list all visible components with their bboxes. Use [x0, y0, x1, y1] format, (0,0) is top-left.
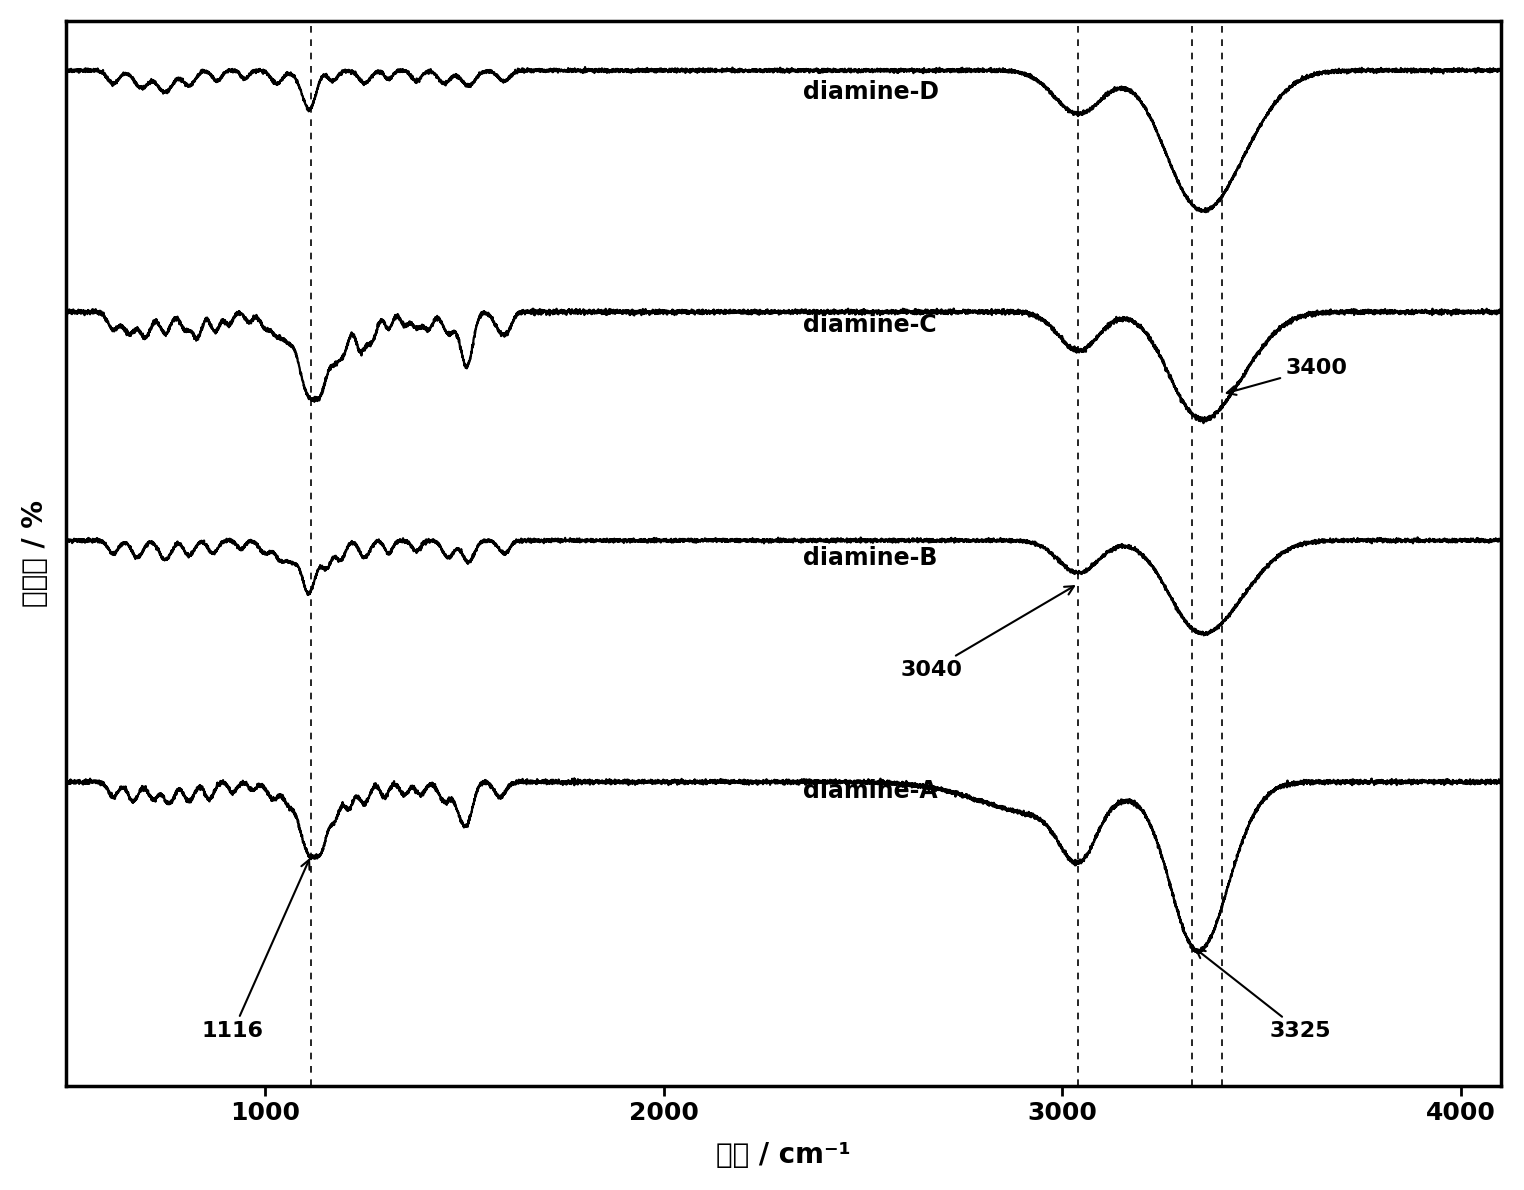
Text: diamine-B: diamine-B — [803, 546, 937, 570]
Text: 3325: 3325 — [1196, 950, 1332, 1041]
X-axis label: 波长 / cm⁻¹: 波长 / cm⁻¹ — [716, 1141, 850, 1169]
Text: 3400: 3400 — [1227, 358, 1347, 395]
Text: 1116: 1116 — [203, 860, 309, 1041]
Text: diamine-D: diamine-D — [803, 80, 939, 104]
Text: diamine-A: diamine-A — [803, 778, 937, 802]
Y-axis label: 透过率 / %: 透过率 / % — [21, 500, 49, 607]
Text: diamine-C: diamine-C — [803, 313, 937, 337]
Text: 3040: 3040 — [901, 587, 1074, 679]
